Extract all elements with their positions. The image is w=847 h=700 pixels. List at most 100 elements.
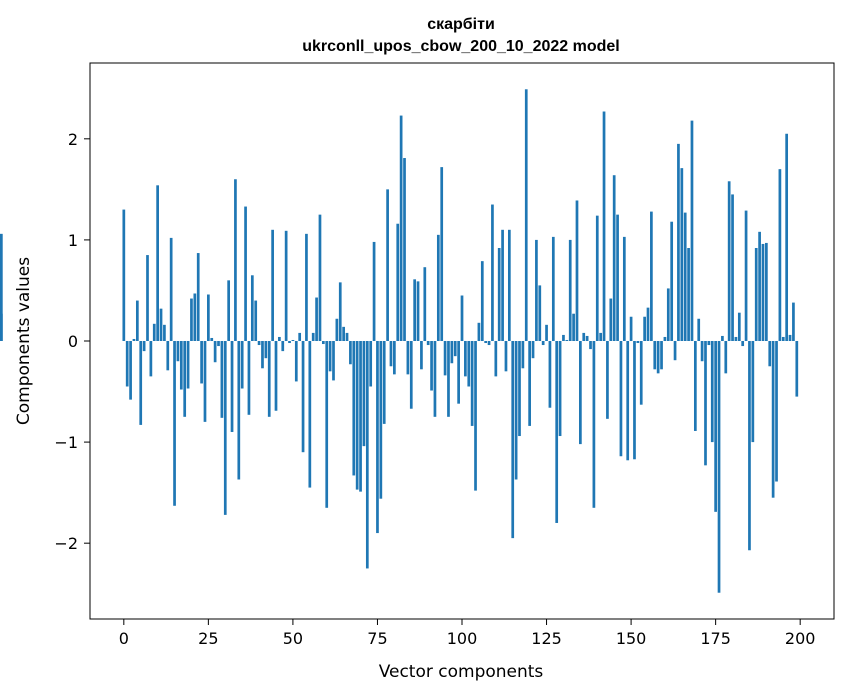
bar (599, 332, 603, 341)
bar (781, 336, 785, 341)
bar (247, 341, 251, 415)
bar (125, 341, 129, 387)
bar (166, 341, 170, 371)
bar (129, 341, 132, 400)
bar (430, 341, 433, 391)
bar (349, 341, 352, 365)
bar (291, 339, 295, 341)
bar (278, 336, 281, 341)
bar (294, 341, 298, 382)
bar (622, 236, 626, 341)
bar (511, 341, 515, 539)
bar (176, 341, 180, 362)
x-axis-ticks: 0 25 50 75 100 125 150 175 200 (119, 619, 815, 648)
bar (734, 336, 738, 341)
bar (406, 341, 410, 375)
bar (369, 341, 373, 387)
bar (727, 181, 731, 341)
bar (122, 209, 126, 341)
bar (470, 341, 474, 426)
bar (386, 189, 389, 341)
bar (436, 234, 440, 341)
bar (183, 341, 187, 417)
bar (575, 200, 579, 341)
bar (261, 341, 264, 369)
bar (643, 316, 646, 341)
bar (169, 237, 173, 341)
bar-series (0, 89, 799, 593)
bar (284, 230, 288, 341)
bar (372, 241, 376, 341)
bar (619, 341, 623, 457)
bar (710, 341, 714, 443)
bar (359, 341, 362, 492)
bar (200, 341, 203, 384)
bar (700, 341, 704, 362)
bar (717, 341, 721, 593)
bar (768, 341, 772, 367)
bar (491, 204, 494, 341)
bar (579, 341, 582, 445)
bar (788, 334, 792, 341)
bar (396, 223, 400, 341)
bar (250, 275, 254, 341)
bar (568, 239, 572, 341)
x-axis-label: Vector components (379, 662, 544, 682)
bar (149, 341, 153, 377)
y-tick-label: −1 (54, 433, 78, 452)
bar (507, 229, 511, 341)
bar (163, 324, 166, 341)
bar (501, 229, 504, 341)
bar (325, 341, 329, 508)
bar (274, 341, 278, 411)
bar (521, 341, 525, 369)
bar (240, 341, 244, 389)
x-tick-label: 0 (119, 629, 129, 648)
bar (328, 341, 332, 372)
bar (626, 341, 630, 461)
bar (589, 341, 592, 350)
bar (447, 341, 450, 417)
bar (595, 215, 599, 341)
bar (673, 341, 677, 361)
bar (409, 341, 413, 409)
bar (142, 341, 146, 352)
bar (480, 261, 484, 341)
bar (257, 341, 261, 346)
bar (213, 341, 217, 363)
bar (609, 298, 613, 341)
bar (298, 332, 302, 341)
bar (592, 341, 596, 508)
bar (234, 179, 237, 341)
bar (345, 332, 349, 341)
bar (450, 341, 454, 364)
bar (724, 341, 728, 374)
bar (146, 255, 149, 341)
bar (707, 341, 711, 346)
bar (433, 341, 437, 417)
y-tick-label: 2 (68, 130, 78, 149)
bar (514, 341, 518, 480)
bar (524, 89, 528, 341)
bar (775, 341, 778, 482)
bar (196, 253, 200, 341)
bar (457, 341, 460, 404)
bar (440, 167, 444, 341)
bar (751, 341, 755, 443)
bar (474, 341, 477, 491)
bar (558, 341, 562, 437)
x-tick-label: 150 (616, 629, 647, 648)
bar (332, 341, 335, 381)
bar (528, 341, 531, 426)
bar (606, 341, 609, 419)
bar (748, 341, 751, 551)
bar (413, 279, 417, 341)
bar (0, 233, 3, 341)
bar (663, 336, 667, 341)
bar (761, 243, 765, 341)
bar (220, 341, 224, 418)
bar (227, 280, 231, 341)
y-axis-label: Components values (14, 257, 34, 425)
bar (531, 341, 535, 359)
